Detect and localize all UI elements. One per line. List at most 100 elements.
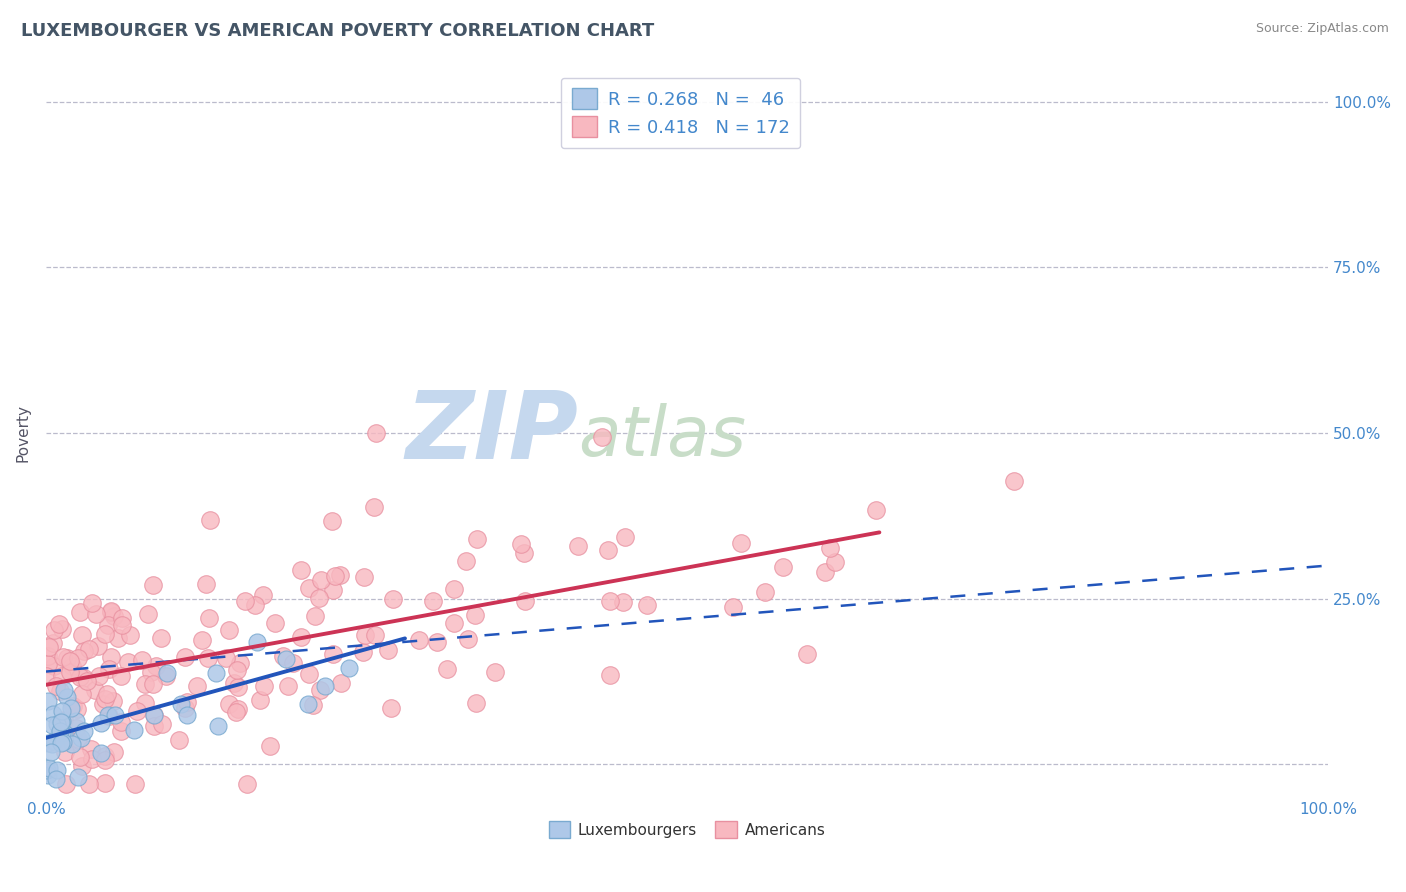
Point bbox=[60, 701, 83, 715]
Point bbox=[226, 702, 249, 716]
Point bbox=[337, 661, 360, 675]
Point bbox=[591, 430, 613, 444]
Point bbox=[59, 665, 82, 679]
Point bbox=[176, 695, 198, 709]
Point bbox=[42, 636, 65, 650]
Point bbox=[814, 565, 837, 579]
Point bbox=[79, 741, 101, 756]
Point bbox=[156, 666, 179, 681]
Point bbox=[253, 679, 276, 693]
Point bbox=[37, 736, 59, 750]
Point bbox=[49, 715, 72, 730]
Point bbox=[353, 570, 375, 584]
Point bbox=[60, 737, 83, 751]
Point bbox=[170, 698, 193, 712]
Point bbox=[38, 640, 60, 655]
Point bbox=[59, 654, 82, 668]
Point bbox=[93, 749, 115, 764]
Point bbox=[382, 591, 405, 606]
Point bbox=[45, 772, 67, 786]
Point bbox=[510, 537, 533, 551]
Point bbox=[426, 635, 449, 649]
Point bbox=[131, 653, 153, 667]
Point bbox=[276, 652, 298, 666]
Point bbox=[364, 425, 387, 440]
Point bbox=[149, 632, 172, 646]
Point bbox=[52, 726, 75, 740]
Point bbox=[246, 635, 269, 649]
Point bbox=[44, 658, 66, 673]
Point bbox=[134, 677, 156, 691]
Point bbox=[271, 649, 294, 664]
Point bbox=[150, 716, 173, 731]
Point bbox=[1002, 474, 1025, 488]
Point bbox=[42, 707, 65, 722]
Point bbox=[465, 532, 488, 546]
Point bbox=[72, 724, 94, 739]
Point bbox=[323, 568, 346, 582]
Point bbox=[215, 650, 238, 665]
Point bbox=[329, 567, 352, 582]
Point bbox=[83, 683, 105, 698]
Point bbox=[60, 658, 83, 673]
Point bbox=[79, 641, 101, 656]
Point bbox=[308, 591, 330, 605]
Point bbox=[142, 677, 165, 691]
Point bbox=[512, 546, 534, 560]
Point bbox=[69, 605, 91, 619]
Point bbox=[48, 726, 70, 740]
Point bbox=[599, 594, 621, 608]
Point bbox=[66, 732, 89, 747]
Point bbox=[302, 698, 325, 712]
Point bbox=[53, 682, 76, 697]
Point bbox=[48, 616, 70, 631]
Point bbox=[599, 668, 621, 682]
Point bbox=[41, 717, 63, 731]
Point bbox=[730, 535, 752, 549]
Point bbox=[218, 697, 240, 711]
Point bbox=[69, 671, 91, 685]
Legend: Luxembourgers, Americans: Luxembourgers, Americans bbox=[543, 814, 831, 845]
Point bbox=[194, 577, 217, 591]
Point bbox=[298, 581, 321, 595]
Point bbox=[97, 709, 120, 723]
Point bbox=[67, 651, 90, 665]
Text: atlas: atlas bbox=[578, 403, 747, 470]
Point bbox=[56, 651, 79, 665]
Point bbox=[97, 707, 120, 722]
Point bbox=[436, 662, 458, 676]
Point bbox=[142, 707, 165, 722]
Point bbox=[110, 669, 132, 683]
Point bbox=[354, 628, 377, 642]
Point bbox=[142, 578, 165, 592]
Point bbox=[35, 669, 58, 683]
Point bbox=[464, 696, 486, 710]
Point bbox=[76, 673, 98, 688]
Point bbox=[636, 598, 658, 612]
Point bbox=[443, 582, 465, 596]
Point bbox=[124, 777, 146, 791]
Text: ZIP: ZIP bbox=[405, 387, 578, 479]
Point bbox=[772, 560, 794, 574]
Point bbox=[612, 595, 634, 609]
Point bbox=[49, 683, 72, 698]
Point bbox=[422, 594, 444, 608]
Point bbox=[65, 702, 87, 716]
Point bbox=[110, 715, 132, 730]
Point bbox=[53, 745, 76, 759]
Point bbox=[66, 771, 89, 785]
Point bbox=[38, 761, 60, 775]
Point bbox=[103, 609, 125, 624]
Point bbox=[62, 699, 84, 714]
Point bbox=[93, 776, 115, 790]
Point bbox=[100, 606, 122, 620]
Point bbox=[322, 647, 344, 661]
Point bbox=[364, 627, 387, 641]
Point bbox=[125, 704, 148, 718]
Point bbox=[225, 705, 247, 719]
Point bbox=[226, 663, 249, 677]
Point bbox=[174, 701, 197, 715]
Point bbox=[73, 671, 96, 685]
Point bbox=[55, 777, 77, 791]
Point bbox=[59, 734, 82, 748]
